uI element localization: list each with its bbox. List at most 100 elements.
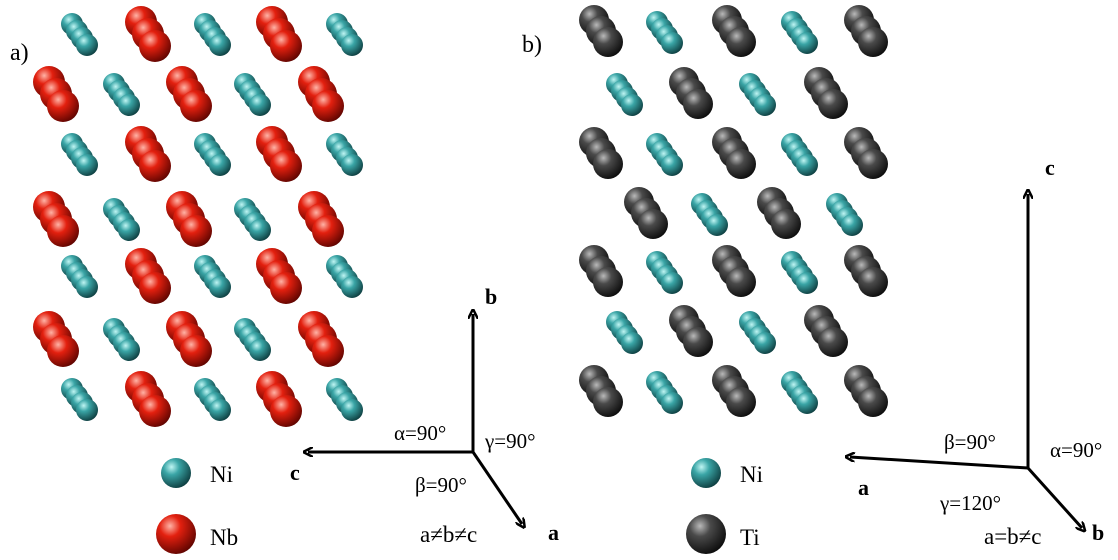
ni-atom-sphere	[76, 154, 98, 176]
panel-b-atoms	[579, 5, 888, 417]
ni-atom-sphere	[118, 94, 140, 116]
axis-a-label: a	[858, 475, 869, 500]
ni-atom	[739, 73, 776, 116]
nb-atom-sphere	[270, 395, 302, 427]
panel-b-axes	[850, 194, 1082, 528]
ni-atom	[781, 133, 818, 176]
ni-atom-sphere	[754, 332, 776, 354]
nb-atom-sphere	[47, 215, 79, 247]
ni-atom-sphere	[209, 154, 231, 176]
nb-atom	[256, 248, 302, 304]
ti-atom	[669, 305, 713, 357]
ti-atom	[624, 187, 668, 239]
nb-atom-sphere	[312, 215, 344, 247]
ti-atom-sphere	[726, 27, 756, 57]
ni-atom-sphere	[706, 214, 728, 236]
nb-atom-sphere	[270, 272, 302, 304]
nb-atom	[298, 66, 344, 122]
ni-atom-sphere	[621, 332, 643, 354]
ti-atom	[579, 127, 623, 179]
ti-atom-sphere	[858, 267, 888, 297]
ti-atom-sphere	[858, 387, 888, 417]
ti-atom-sphere	[683, 89, 713, 119]
nb-atom	[125, 248, 171, 304]
ti-atom	[712, 5, 756, 57]
legend-nb-swatch	[156, 514, 196, 554]
ni-atom-sphere	[249, 219, 271, 241]
ti-atom	[712, 127, 756, 179]
ni-atom	[646, 371, 683, 414]
ni-atom	[61, 133, 98, 176]
ni-atom-sphere	[796, 272, 818, 294]
ni-atom	[326, 13, 363, 56]
ti-atom-sphere	[726, 387, 756, 417]
nb-atom	[166, 66, 212, 122]
ni-atom	[826, 193, 863, 236]
ti-atom	[844, 245, 888, 297]
nb-atom-sphere	[312, 90, 344, 122]
legend-ni-swatch	[691, 458, 721, 488]
ni-atom-sphere	[209, 276, 231, 298]
ni-atom-sphere	[796, 154, 818, 176]
ni-atom	[781, 11, 818, 54]
ni-atom-sphere	[621, 94, 643, 116]
legend-ti-label: Ti	[740, 525, 760, 550]
ni-atom-sphere	[341, 34, 363, 56]
panel-a-atoms	[33, 6, 363, 427]
axis-a-label: a	[548, 520, 559, 545]
ti-atom	[844, 5, 888, 57]
panel-b-label: b)	[522, 32, 542, 58]
ti-atom-sphere	[726, 149, 756, 179]
ni-atom-sphere	[754, 94, 776, 116]
nb-atom	[166, 191, 212, 247]
ni-atom	[234, 318, 271, 361]
ti-atom-sphere	[593, 387, 623, 417]
legend-ni-swatch	[161, 458, 191, 488]
ti-atom-sphere	[593, 149, 623, 179]
ni-atom	[606, 73, 643, 116]
ni-atom	[326, 378, 363, 421]
ni-atom	[781, 371, 818, 414]
ti-atom-sphere	[858, 149, 888, 179]
panel-a-axes	[308, 314, 522, 524]
gamma-angle: γ=120°	[939, 491, 1001, 515]
ti-atom	[757, 187, 801, 239]
nb-atom	[298, 311, 344, 367]
nb-atom-sphere	[180, 215, 212, 247]
nb-atom-sphere	[180, 90, 212, 122]
ni-atom-sphere	[661, 392, 683, 414]
axis-c-label: c	[290, 460, 300, 485]
panel-a-label: a)	[10, 40, 29, 66]
ni-atom	[606, 311, 643, 354]
legend-nb-label: Nb	[210, 525, 238, 550]
ti-atom	[712, 365, 756, 417]
ti-atom-sphere	[771, 209, 801, 239]
ni-atom	[781, 251, 818, 294]
nb-atom-sphere	[312, 335, 344, 367]
ni-atom-sphere	[209, 399, 231, 421]
nb-atom-sphere	[139, 150, 171, 182]
ti-atom-sphere	[593, 267, 623, 297]
beta-angle: β=90°	[415, 473, 467, 497]
ni-atom	[61, 13, 98, 56]
ti-atom-sphere	[818, 327, 848, 357]
nb-atom	[256, 371, 302, 427]
ni-atom	[326, 255, 363, 298]
ni-atom-sphere	[76, 34, 98, 56]
ti-atom	[579, 365, 623, 417]
ni-atom-sphere	[249, 339, 271, 361]
nb-atom	[298, 191, 344, 247]
ti-atom	[804, 67, 848, 119]
ni-atom	[691, 193, 728, 236]
nb-atom	[33, 191, 79, 247]
ni-atom	[194, 255, 231, 298]
ti-atom	[844, 365, 888, 417]
ni-atom-sphere	[841, 214, 863, 236]
ti-atom	[844, 127, 888, 179]
ni-atom	[646, 251, 683, 294]
ni-atom	[103, 318, 140, 361]
ti-atom	[579, 245, 623, 297]
nb-atom-sphere	[180, 335, 212, 367]
nb-atom	[125, 126, 171, 182]
